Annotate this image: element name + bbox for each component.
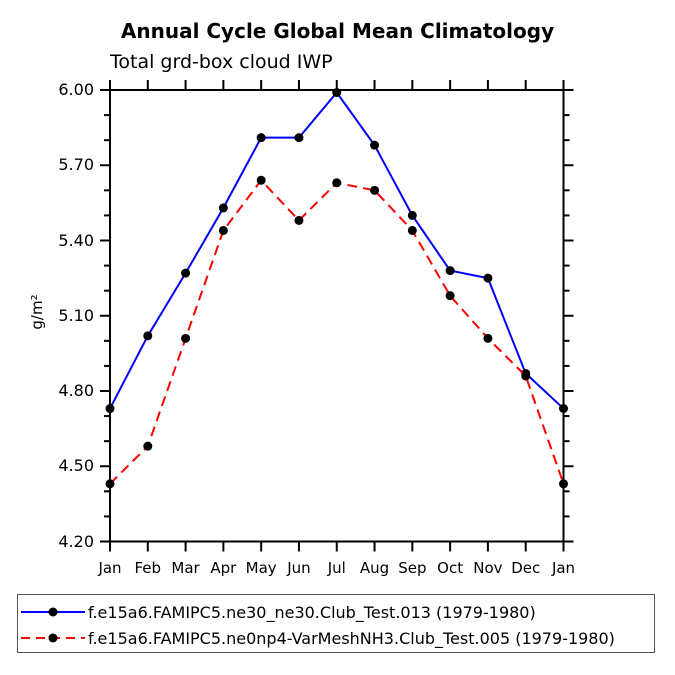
data-point-marker: [218, 225, 228, 235]
data-point-marker: [105, 404, 115, 414]
x-tick-label: Mar: [171, 559, 200, 577]
legend-line-sample-dashed: [21, 633, 85, 643]
y-tick-label: 4.50: [58, 456, 94, 476]
y-tick-label: 6.00: [58, 80, 94, 99]
data-point-marker: [256, 175, 266, 185]
plot-frame: [109, 89, 565, 543]
data-point-marker: [370, 140, 380, 150]
x-tick-label: Oct: [437, 559, 464, 577]
data-point-marker: [445, 291, 455, 301]
legend-item: f.e15a6.FAMIPC5.ne0np4-VarMeshNH3.Club_T…: [18, 626, 615, 650]
data-point-marker: [256, 133, 266, 143]
data-point-marker: [521, 371, 531, 381]
x-tick-label: May: [245, 559, 277, 577]
data-point-marker: [483, 273, 493, 283]
legend-line-sample-solid: [21, 607, 85, 617]
x-tick-label: Feb: [134, 559, 162, 577]
data-point-marker: [294, 133, 304, 143]
data-point-marker: [483, 333, 493, 343]
data-point-marker: [445, 266, 455, 276]
data-point-marker: [181, 333, 191, 343]
legend-label: f.e15a6.FAMIPC5.ne30_ne30.Club_Test.013 …: [88, 602, 536, 622]
chart-title: Annual Cycle Global Mean Climatology: [120, 19, 555, 43]
legend-label: f.e15a6.FAMIPC5.ne0np4-VarMeshNH3.Club_T…: [88, 628, 615, 648]
x-tick-label: Jan: [98, 559, 122, 577]
legend-sample-marker: [48, 633, 58, 643]
x-tick-label: Jul: [327, 559, 346, 577]
series-line-0: [109, 90, 565, 410]
data-point-marker: [294, 215, 304, 225]
x-tick-label: Sep: [398, 559, 427, 577]
data-point-marker: [332, 178, 342, 188]
x-tick-label: Dec: [511, 559, 541, 577]
x-tick-label: Jun: [287, 559, 311, 577]
data-point-marker: [559, 479, 568, 489]
legend-item: f.e15a6.FAMIPC5.ne30_ne30.Club_Test.013 …: [18, 600, 536, 624]
data-point-marker: [143, 331, 153, 341]
data-point-marker: [407, 225, 417, 235]
series-line-1: [109, 178, 565, 485]
data-point-marker: [181, 268, 191, 278]
chart-subtitle: Total grd-box cloud IWP: [110, 51, 333, 73]
data-point-marker: [218, 203, 228, 213]
y-tick-label: 5.40: [58, 230, 94, 250]
y-tick-label: 5.10: [58, 305, 94, 325]
data-point-marker: [407, 210, 417, 220]
x-tick-label: Nov: [473, 559, 503, 577]
y-tick-label: 5.70: [58, 155, 94, 175]
legend-box: f.e15a6.FAMIPC5.ne30_ne30.Club_Test.013 …: [17, 594, 655, 653]
y-tick-label: 4.80: [58, 381, 94, 400]
data-point-marker: [105, 479, 115, 489]
x-tick-label: Apr: [210, 559, 237, 577]
data-point-marker: [143, 441, 153, 451]
x-tick-label: Jan: [551, 559, 576, 577]
x-tick-label: Aug: [359, 559, 390, 577]
y-tick-label: 4.20: [58, 531, 94, 551]
data-point-marker: [332, 88, 342, 98]
data-point-marker: [370, 185, 380, 195]
legend-sample-marker: [48, 607, 58, 617]
data-point-marker: [559, 404, 568, 414]
